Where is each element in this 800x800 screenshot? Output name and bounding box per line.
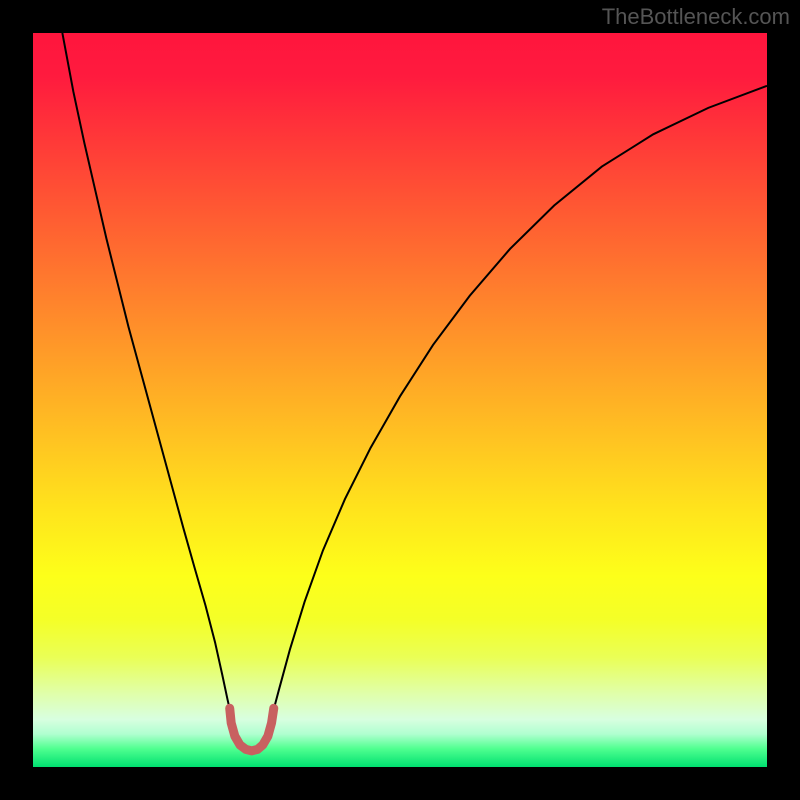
curve-right (269, 86, 767, 725)
curve-left (62, 33, 233, 724)
chart-svg (33, 33, 767, 767)
valley-base (230, 708, 274, 751)
watermark-text: TheBottleneck.com (602, 4, 790, 30)
plot-area (33, 33, 767, 767)
